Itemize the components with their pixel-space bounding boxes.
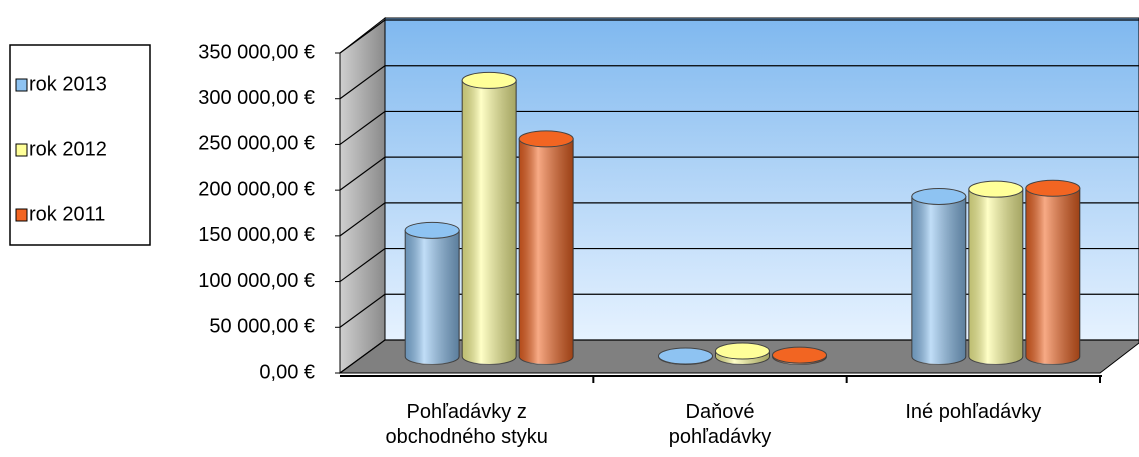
x-tick-label: Daňové pohľadávky bbox=[669, 401, 772, 448]
grid-line bbox=[339, 19, 1139, 54]
cylinder-part bbox=[1025, 179, 1081, 197]
grid-line bbox=[339, 110, 1139, 145]
grid-line bbox=[339, 65, 1139, 100]
cylinder-part bbox=[911, 196, 966, 365]
cylinder-part bbox=[658, 347, 713, 365]
legend-label: rok 2013 bbox=[29, 73, 107, 95]
cylinder bbox=[968, 180, 1024, 365]
cylinder bbox=[658, 347, 713, 365]
legend-label: rok 2011 bbox=[29, 203, 105, 225]
cylinder-part bbox=[772, 346, 827, 364]
cylinder bbox=[518, 130, 574, 365]
grid-line bbox=[339, 202, 1139, 237]
cylinder bbox=[715, 342, 770, 365]
cylinder-part bbox=[968, 189, 1023, 365]
grid-line bbox=[339, 293, 1139, 328]
y-tick-label: 100 000,00 € bbox=[198, 270, 315, 292]
y-tick-label: 250 000,00 € bbox=[198, 133, 315, 155]
grid-line bbox=[339, 247, 1139, 283]
cylinder bbox=[911, 188, 967, 365]
y-tick-label: 50 000,00 € bbox=[209, 316, 315, 338]
cylinder-part bbox=[404, 221, 460, 239]
cylinder-part bbox=[1025, 188, 1080, 365]
cylinder bbox=[461, 71, 517, 365]
cylinder bbox=[1025, 179, 1081, 365]
legend-label: rok 2012 bbox=[29, 138, 107, 160]
cylinder-part bbox=[968, 180, 1024, 198]
legend-swatch bbox=[15, 143, 28, 157]
y-tick-label: 200 000,00 € bbox=[198, 178, 315, 200]
x-tick-label: Iné pohľadávky bbox=[905, 401, 1041, 423]
cylinder-part bbox=[518, 130, 574, 148]
grid-line bbox=[339, 339, 1139, 374]
cylinder-part bbox=[462, 80, 517, 365]
cylinder bbox=[772, 346, 827, 365]
legend-swatch bbox=[15, 78, 28, 92]
cylinder-part bbox=[461, 71, 517, 89]
cylinder-part bbox=[911, 188, 967, 205]
cylinder-part bbox=[519, 138, 574, 365]
cylinder-part bbox=[715, 342, 770, 360]
legend-swatch bbox=[15, 208, 28, 222]
y-tick-label: 150 000,00 € bbox=[198, 224, 315, 246]
y-tick-label: 0,00 € bbox=[259, 361, 315, 383]
cylinder bbox=[404, 221, 460, 365]
grid-line bbox=[339, 156, 1139, 191]
x-tick-label: Pohľadávky z obchodného styku bbox=[385, 401, 547, 448]
legend bbox=[9, 44, 151, 246]
cylinder-part bbox=[405, 230, 460, 365]
y-tick-label: 300 000,00 € bbox=[198, 87, 315, 109]
y-tick-label: 350 000,00 € bbox=[198, 41, 315, 63]
